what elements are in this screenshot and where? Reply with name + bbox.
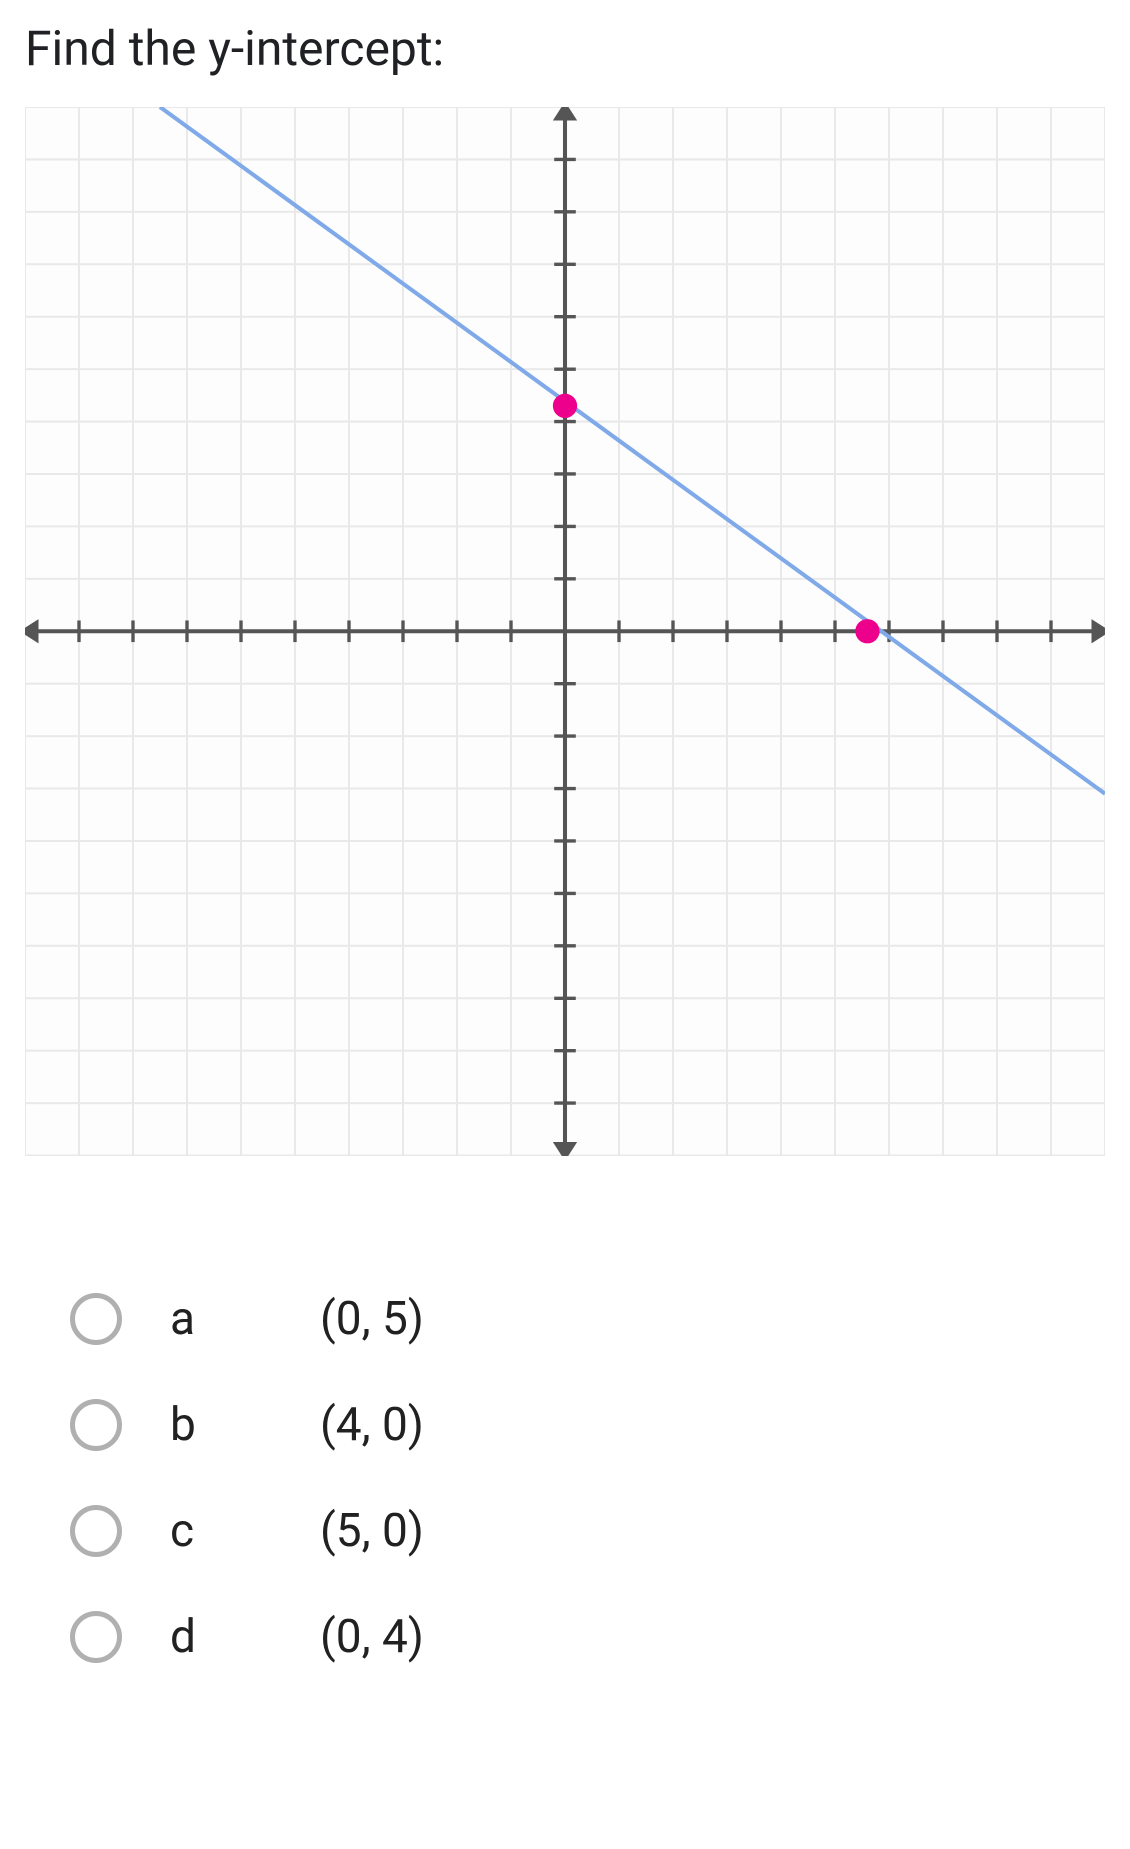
option-c[interactable]: c (5, 0) <box>70 1478 1060 1584</box>
radio-b[interactable] <box>70 1399 122 1451</box>
option-letter: b <box>170 1398 320 1452</box>
option-letter: d <box>170 1610 320 1664</box>
option-letter: c <box>170 1504 320 1558</box>
option-text: (0, 4) <box>320 1610 424 1664</box>
option-text: (0, 5) <box>320 1292 424 1346</box>
option-text: (4, 0) <box>320 1398 424 1452</box>
radio-a[interactable] <box>70 1293 122 1345</box>
option-d[interactable]: d (0, 4) <box>70 1584 1060 1690</box>
radio-d[interactable] <box>70 1611 122 1663</box>
option-a[interactable]: a (0, 5) <box>70 1266 1060 1372</box>
question-prompt: Find the y-intercept: <box>0 0 1130 107</box>
option-b[interactable]: b (4, 0) <box>70 1372 1060 1478</box>
answer-options: a (0, 5) b (4, 0) c (5, 0) d (0, 4) <box>0 1156 1130 1720</box>
option-text: (5, 0) <box>320 1504 424 1558</box>
coordinate-graph <box>25 107 1105 1156</box>
radio-c[interactable] <box>70 1505 122 1557</box>
option-letter: a <box>170 1292 320 1346</box>
